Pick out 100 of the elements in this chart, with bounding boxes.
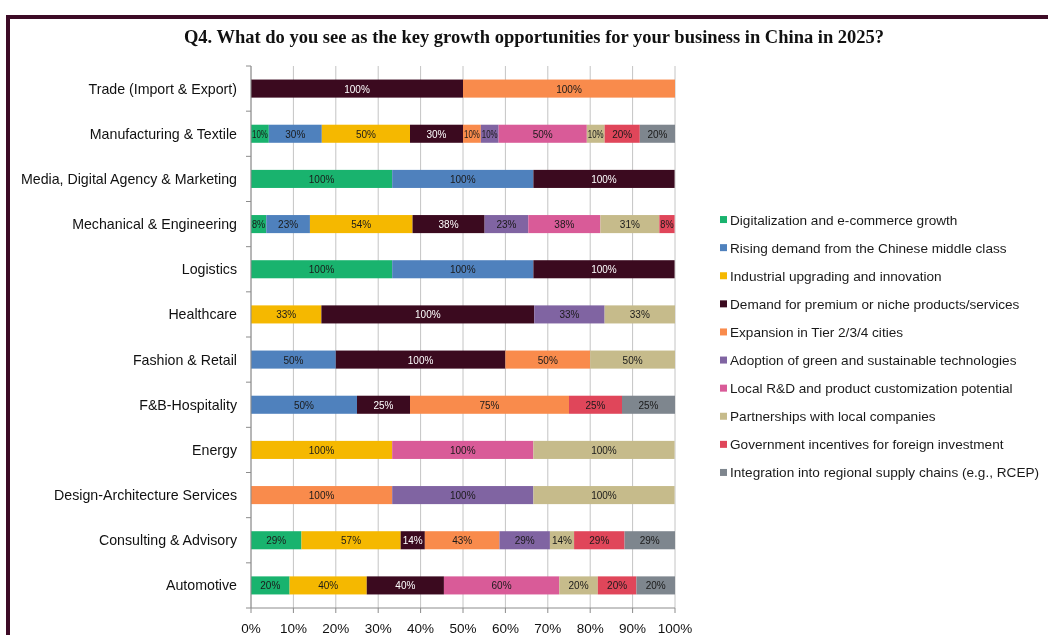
- bar: [321, 124, 410, 143]
- annotation: 14%: [552, 534, 573, 546]
- annotation: 29%: [514, 534, 535, 546]
- bar: [251, 395, 357, 414]
- annotation: 75%: [479, 399, 500, 411]
- annotation: 29%: [266, 534, 287, 546]
- legend-label: Rising demand from the Chinese middle class: [730, 240, 1007, 256]
- annotation: 38%: [438, 218, 459, 230]
- bar: [321, 305, 535, 324]
- legend-label: Local R&D and product customization potential: [730, 380, 1013, 396]
- annotation: 38%: [554, 218, 575, 230]
- annotation: 100%: [308, 444, 335, 456]
- annotation: 25%: [373, 399, 394, 411]
- x-tick-label: 0%: [241, 621, 261, 635]
- annotation: 30%: [285, 128, 306, 140]
- y-tick-label: F&B-Hospitality: [139, 396, 238, 413]
- x-tick-label: 30%: [364, 621, 392, 635]
- legend-label: Partnerships with local companies: [730, 408, 936, 424]
- annotation: 50%: [532, 128, 553, 140]
- annotation: 29%: [589, 534, 610, 546]
- annotation: 57%: [341, 534, 362, 546]
- annotation: 100%: [591, 173, 617, 185]
- bar: [251, 486, 393, 505]
- annotation: 100%: [591, 489, 617, 501]
- annotation: 25%: [585, 399, 606, 411]
- bar: [604, 305, 675, 324]
- x-tick-label: 60%: [491, 621, 519, 635]
- x-tick-label: 80%: [576, 621, 604, 635]
- bar: [392, 440, 534, 459]
- x-tick-label: 90%: [619, 621, 647, 635]
- bar: [309, 215, 413, 234]
- bar: [251, 440, 393, 459]
- annotation: 50%: [537, 354, 558, 366]
- chart-title: Q4. What do you see as the key growth opportunities for your business in China in 2025?: [183, 27, 885, 47]
- annotation: 14%: [402, 534, 423, 546]
- y-tick-label: Trade (Import & Export): [88, 80, 237, 97]
- bar: [600, 215, 660, 234]
- bar: [498, 124, 587, 143]
- annotation: 31%: [619, 218, 640, 230]
- annotation: 25%: [638, 399, 659, 411]
- bar: [443, 576, 560, 595]
- annotation: 20%: [647, 128, 668, 140]
- y-tick-label: Mechanical & Engineering: [72, 216, 237, 233]
- annotation: 100%: [344, 83, 370, 95]
- bar: [590, 350, 675, 369]
- bar: [335, 350, 506, 369]
- annotation: 50%: [622, 354, 643, 366]
- legend-label: Industrial upgrading and innovation: [730, 268, 942, 284]
- annotation: 50%: [355, 128, 377, 140]
- bar: [366, 576, 444, 595]
- y-tick-label: Automotive: [166, 577, 238, 594]
- legend-label: Government incentives for foreign investment: [730, 436, 1004, 452]
- bar: [528, 215, 601, 234]
- annotation: 40%: [318, 579, 339, 591]
- annotation: 100%: [450, 173, 476, 185]
- annotation: 100%: [556, 83, 582, 95]
- bar: [392, 486, 534, 505]
- bar: [534, 305, 605, 324]
- annotation: 33%: [629, 308, 650, 320]
- bar: [505, 350, 591, 369]
- annotation: 100%: [407, 354, 434, 366]
- annotation: 50%: [283, 354, 304, 366]
- annotation: 8%: [252, 218, 267, 230]
- bar: [251, 350, 336, 369]
- annotation: 100%: [308, 173, 335, 185]
- x-tick-label: 10%: [279, 621, 307, 635]
- bar: [533, 440, 675, 459]
- annotation: 10%: [481, 128, 502, 140]
- bar: [463, 79, 675, 98]
- y-tick-label: Media, Digital Agency & Marketing: [20, 170, 237, 187]
- annotation: 20%: [260, 579, 281, 591]
- x-tick-label: 70%: [534, 621, 562, 635]
- x-tick-label: 40%: [407, 621, 435, 635]
- y-tick-label: Healthcare: [168, 306, 238, 323]
- bar: [533, 486, 675, 505]
- annotation: 100%: [308, 263, 335, 275]
- annotation: 30%: [426, 128, 447, 140]
- annotation: 20%: [612, 128, 633, 140]
- annotation: 10%: [587, 128, 608, 140]
- annotation: 100%: [308, 489, 335, 501]
- annotation: 100%: [591, 444, 617, 456]
- legend-label: Demand for premium or niche products/services: [730, 296, 1020, 312]
- bar: [251, 169, 393, 188]
- bar: [412, 215, 485, 234]
- bar: [251, 260, 393, 279]
- annotation: 100%: [591, 263, 617, 275]
- annotation: 23%: [278, 218, 299, 230]
- y-tick-label: Manufacturing & Textile: [89, 125, 238, 142]
- y-tick-label: Consulting & Advisory: [98, 532, 238, 549]
- annotation: 20%: [607, 579, 628, 591]
- annotation: 29%: [639, 534, 660, 546]
- annotation: 54%: [351, 218, 372, 230]
- bar: [533, 169, 675, 188]
- legend-label: Expansion in Tier 2/3/4 cities: [730, 324, 904, 340]
- x-tick-label: 50%: [449, 621, 477, 635]
- annotation: 23%: [496, 218, 517, 230]
- bar: [301, 531, 401, 550]
- legend-label: Digitalization and e-commerce growth: [730, 212, 958, 228]
- annotation: 33%: [276, 308, 297, 320]
- y-tick-label: Energy: [192, 441, 238, 458]
